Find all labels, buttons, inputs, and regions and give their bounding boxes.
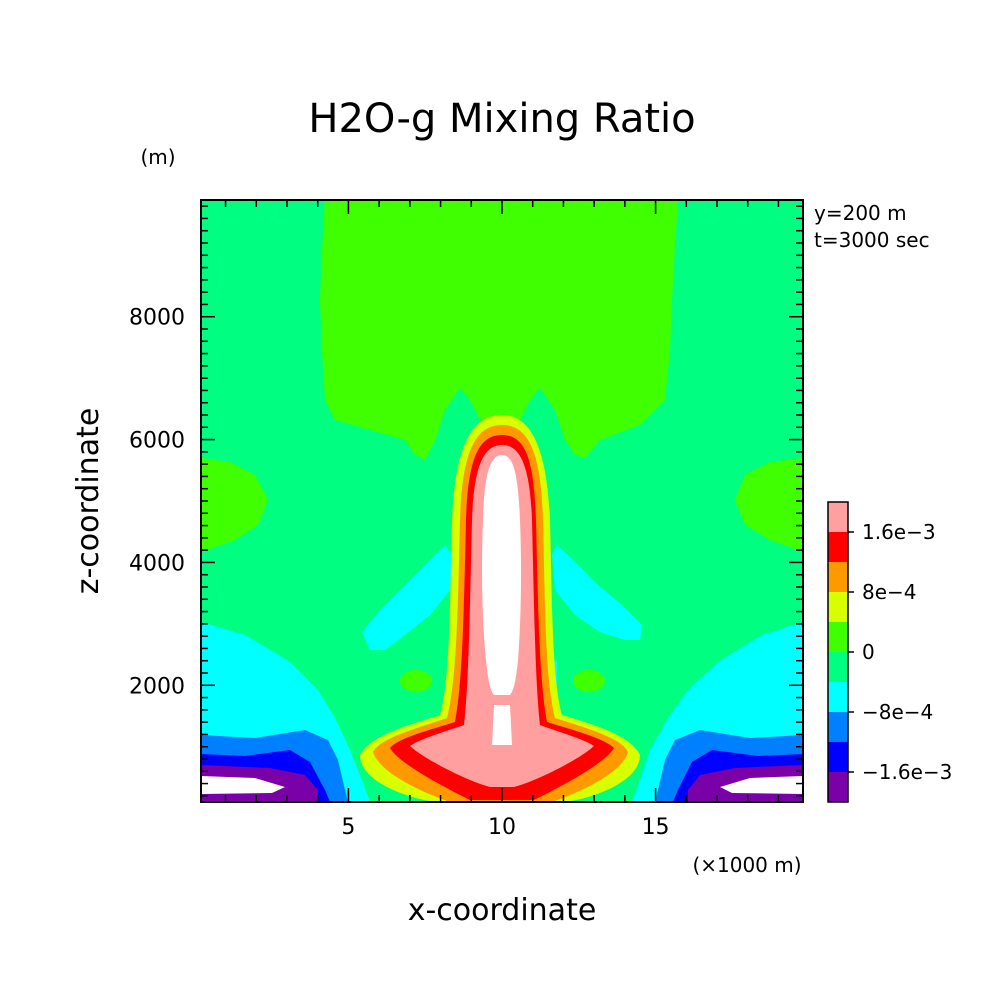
colorbar-labels: −1.6e−3 −8e−4 0 8e−4 1.6e−3	[862, 520, 952, 784]
colorbar-tick-label: −8e−4	[862, 700, 933, 724]
contour-right-cyan-band	[552, 545, 642, 640]
contour-upper-plume	[320, 200, 678, 460]
x-tick-label: 15	[642, 815, 670, 840]
colorbar-swatch	[828, 652, 848, 682]
x-tick-label: 10	[488, 815, 516, 840]
contour-br-white	[720, 776, 803, 794]
colorbar-swatch	[828, 592, 848, 622]
colorbar-tick-label: 0	[862, 640, 875, 664]
contour-left-blob	[400, 670, 432, 692]
contour-right-lobe	[735, 458, 803, 552]
contour-left-lobe	[201, 458, 268, 552]
y-axis-label: z-coordinate	[71, 408, 106, 595]
colorbar-tick-label: −1.6e−3	[862, 760, 952, 784]
y-unit-label: (m)	[140, 145, 175, 169]
y-tick-label: 8000	[129, 306, 185, 331]
chart-title: H2O-g Mixing Ratio	[308, 96, 695, 142]
x-axis-label: x-coordinate	[408, 893, 597, 928]
contour-bl-white	[201, 776, 285, 794]
contour-left-cyan-band	[362, 545, 452, 650]
y-tick-label: 6000	[129, 429, 185, 454]
y-tick-labels: 2000 4000 6000 8000	[129, 306, 185, 700]
contour-right-blob	[573, 670, 605, 692]
contour-field	[201, 200, 803, 802]
plume-core-white	[482, 455, 522, 695]
colorbar-swatch	[828, 742, 848, 772]
colorbar-tick-label: 1.6e−3	[862, 520, 936, 544]
y-tick-label: 2000	[129, 674, 185, 699]
colorbar-swatch	[828, 502, 848, 532]
colorbar-swatch	[828, 562, 848, 592]
y-ticks	[201, 205, 803, 797]
annotation-y: y=200 m	[814, 201, 907, 225]
y-tick-label: 4000	[129, 551, 185, 576]
colorbar-tick-label: 8e−4	[862, 580, 917, 604]
annotation-t: t=3000 sec	[814, 228, 930, 252]
x-ticks	[224, 200, 780, 802]
colorbar	[827, 501, 854, 803]
colorbar-swatch	[828, 532, 848, 562]
colorbar-swatch	[828, 712, 848, 742]
x-tick-label: 5	[341, 815, 355, 840]
plume-base-white	[492, 705, 512, 745]
x-tick-labels: 5 10 15	[341, 815, 669, 840]
x-unit-label: (×1000 m)	[692, 853, 801, 877]
colorbar-swatch	[828, 772, 848, 802]
colorbar-swatch	[828, 622, 848, 652]
colorbar-swatch	[828, 682, 848, 712]
